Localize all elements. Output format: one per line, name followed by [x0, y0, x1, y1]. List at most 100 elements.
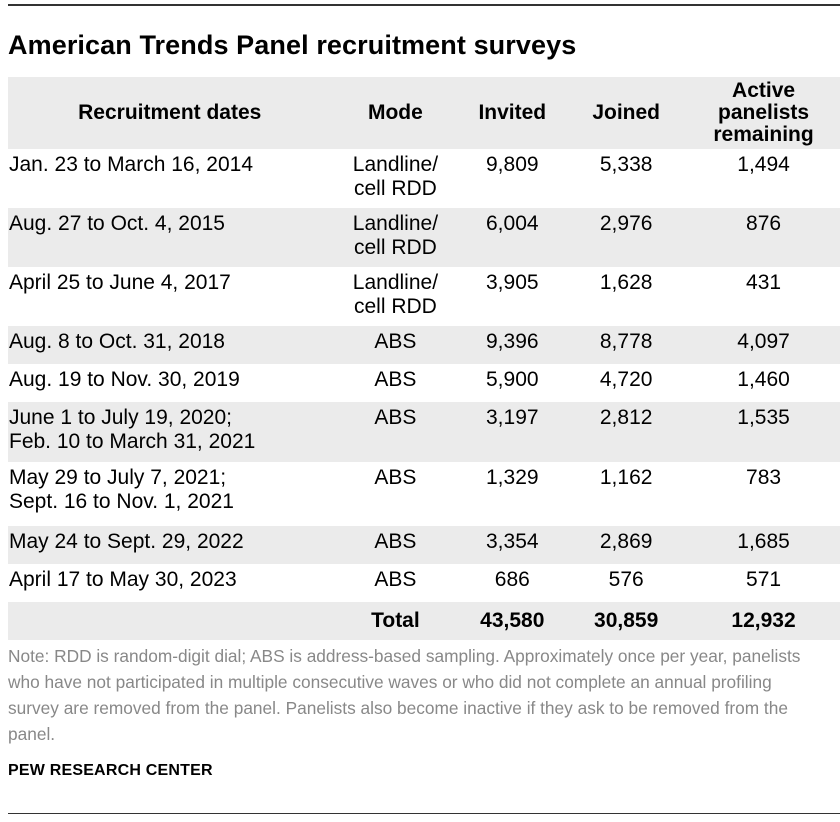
cell-invited-text: 3,354	[486, 530, 539, 553]
cell-invited: 686	[459, 564, 565, 602]
cell-invited-text: 5,900	[486, 368, 539, 391]
cell-invited-text: 686	[494, 568, 530, 591]
page-title: American Trends Panel recruitment survey…	[8, 30, 577, 60]
cell-joined-text: 4,720	[599, 368, 653, 391]
cell-joined-text: 576	[608, 568, 644, 591]
cell-recruitment-dates: Jan. 23 to March 16, 2014	[8, 149, 331, 208]
cell-active: 1,535	[687, 402, 840, 462]
header-joined: Joined	[565, 77, 688, 149]
cell-mode: ABS	[331, 462, 459, 526]
cell-mode-text: Landline/	[352, 212, 439, 235]
header-active-panelists: Active panelists remaining	[687, 77, 840, 149]
cell-mode: ABS	[331, 526, 460, 564]
cell-joined-text: 2,869	[599, 530, 653, 553]
table-row: June 1 to July 19, 2020; Feb. 10 to March…	[8, 402, 840, 462]
cell-joined: 2,976	[565, 208, 688, 267]
recruitment-table: Recruitment dates Mode Invited Joined Ac…	[8, 77, 840, 640]
cell-recruitment-dates-text: Aug. 8 to Oct. 31, 2018	[9, 330, 225, 353]
cell-joined: 8,778	[565, 326, 688, 364]
cell-invited: 3,905	[459, 267, 565, 326]
header-mode: Mode	[331, 77, 460, 149]
cell-active-text: 4,097	[737, 330, 790, 353]
cell-mode-text: Landline/	[352, 153, 439, 176]
cell-active: 571	[687, 564, 840, 602]
cell-invited: 9,809	[459, 149, 565, 208]
table-row: April 17 to May 30, 2023 ABS 686 576 571	[8, 564, 840, 602]
cell-mode-text: ABS	[374, 368, 417, 391]
cell-invited-text: 3,905	[486, 271, 539, 294]
total-row: Total 43,580 30,859 12,932	[8, 602, 840, 640]
total-active: 12,932	[687, 602, 840, 640]
top-rule	[8, 4, 840, 6]
cell-joined-text: 8,778	[599, 330, 653, 353]
table-row: Jan. 23 to March 16, 2014 Landline/cell R…	[8, 149, 840, 208]
cell-recruitment-dates: Aug. 8 to Oct. 31, 2018	[8, 326, 332, 364]
table-row: Aug. 19 to Nov. 30, 2019 ABS 5,900 4,720 1,4…	[8, 364, 840, 402]
table-row: May 24 to Sept. 29, 2022 ABS 3,354 2,869 1,6…	[8, 526, 840, 564]
cell-invited-text: 3,197	[486, 406, 539, 429]
cell-active-text: 431	[746, 271, 782, 294]
cell-mode: Landline/cell RDD	[331, 208, 460, 267]
header-active-line: remaining	[713, 123, 814, 146]
cell-invited-text: 6,004	[486, 212, 539, 235]
cell-invited: 9,396	[459, 326, 566, 364]
header-active-line: panelists	[718, 101, 810, 124]
cell-joined: 4,720	[565, 364, 687, 402]
cell-joined-text: 1,628	[599, 271, 653, 294]
cell-recruitment-dates-text: April 25 to June 4, 2017	[9, 271, 231, 294]
cell-joined: 1,628	[565, 267, 687, 326]
cell-mode: ABS	[331, 564, 459, 602]
cell-mode-text: ABS	[374, 530, 417, 553]
cell-mode: ABS	[331, 326, 460, 364]
cell-recruitment-dates: April 25 to June 4, 2017	[8, 267, 331, 326]
cell-mode-text: ABS	[374, 466, 417, 489]
cell-joined-text: 2,976	[599, 212, 653, 235]
cell-joined: 1,162	[565, 462, 687, 526]
cell-recruitment-dates-text: May 24 to Sept. 29, 2022	[9, 530, 244, 553]
cell-recruitment-dates: April 17 to May 30, 2023	[8, 564, 331, 602]
table-header-row: Recruitment dates Mode Invited Joined Ac…	[8, 77, 840, 149]
cell-recruitment-dates-text: Sept. 16 to Nov. 1, 2021	[9, 490, 234, 513]
cell-active-text: 571	[746, 568, 782, 591]
total-joined: 30,859	[565, 602, 688, 640]
cell-joined-text: 5,338	[599, 153, 653, 176]
cell-mode: ABS	[331, 402, 460, 462]
cell-joined-text: 1,162	[599, 466, 653, 489]
cell-recruitment-dates-text: Aug. 19 to Nov. 30, 2019	[9, 368, 240, 391]
cell-active: 783	[687, 462, 840, 526]
cell-active: 1,460	[687, 364, 840, 402]
table-row: May 29 to July 7, 2021; Sept. 16 to Nov. …	[8, 462, 840, 526]
cell-invited-text: 1,329	[486, 466, 539, 489]
cell-recruitment-dates: Aug. 19 to Nov. 30, 2019	[8, 364, 331, 402]
source-label: PEW RESEARCH CENTER	[8, 762, 213, 779]
total-label: Total	[331, 602, 460, 640]
cell-recruitment-dates-text: April 17 to May 30, 2023	[9, 568, 237, 591]
cell-mode-text: Landline/	[352, 271, 439, 294]
cell-joined: 2,869	[565, 526, 688, 564]
cell-invited-text: 9,396	[486, 330, 539, 353]
note-text: Note: RDD is random-digit dial; ABS is a…	[8, 646, 801, 744]
table-body: Jan. 23 to March 16, 2014 Landline/cell R…	[8, 149, 840, 602]
cell-joined-text: 2,812	[599, 406, 653, 429]
table-row: Aug. 27 to Oct. 4, 2015 Landline/cell RDD…	[8, 208, 840, 267]
cell-invited-text: 9,809	[486, 153, 539, 176]
cell-recruitment-dates-text: June 1 to July 19, 2020;	[9, 406, 232, 429]
cell-mode-text: ABS	[374, 568, 417, 591]
cell-invited: 5,900	[459, 364, 565, 402]
cell-active: 431	[687, 267, 840, 326]
cell-active-text: 1,685	[737, 530, 790, 553]
total-invited: 43,580	[459, 602, 566, 640]
cell-active-text: 1,494	[737, 153, 790, 176]
cell-joined: 2,812	[565, 402, 688, 462]
table-row: Aug. 8 to Oct. 31, 2018 ABS 9,396 8,778 4,09…	[8, 326, 840, 364]
cell-recruitment-dates: May 29 to July 7, 2021; Sept. 16 to Nov. …	[8, 462, 331, 526]
cell-recruitment-dates: June 1 to July 19, 2020; Feb. 10 to March…	[8, 402, 332, 462]
cell-mode-text: ABS	[374, 406, 417, 429]
cell-mode-text: ABS	[374, 330, 417, 353]
bottom-rule	[8, 813, 840, 814]
cell-mode: Landline/cell RDD	[331, 149, 459, 208]
cell-recruitment-dates-text: Jan. 23 to March 16, 2014	[9, 153, 253, 176]
cell-active-text: 1,535	[737, 406, 790, 429]
cell-joined: 5,338	[565, 149, 687, 208]
cell-invited: 1,329	[459, 462, 565, 526]
